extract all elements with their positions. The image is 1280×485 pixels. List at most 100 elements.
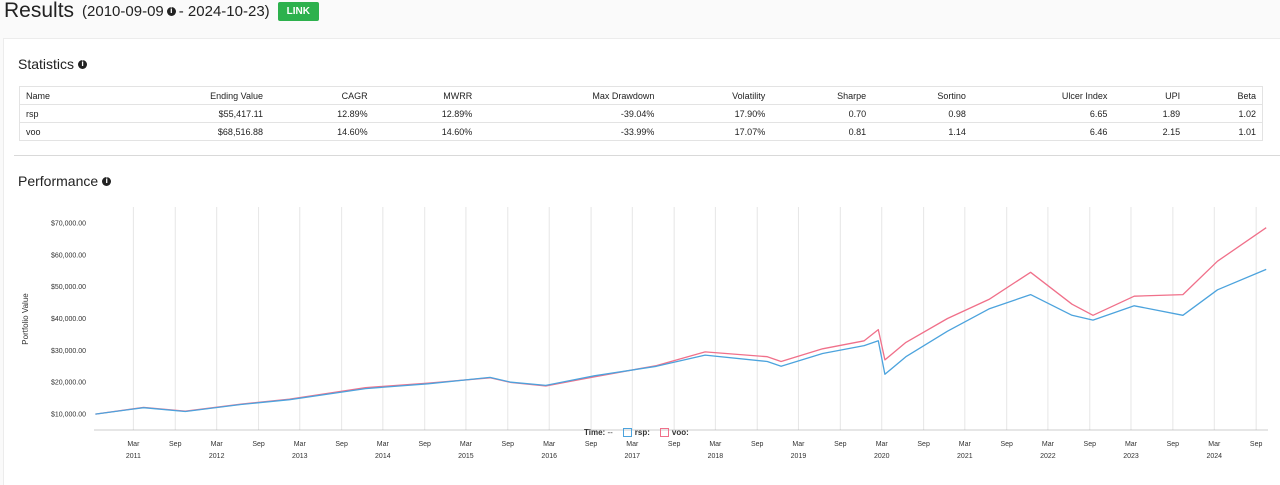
rsp-swatch [622,428,632,438]
table-cell: $68,516.88 [109,122,269,141]
table-cell: -39.04% [478,104,661,123]
legend-rsp[interactable]: rsp: [622,428,650,438]
x-tick-label: Sep [335,441,348,448]
table-cell: 1.14 [872,122,972,141]
column-header[interactable]: Ending Value [109,86,269,105]
x-tick-label: Mar [211,441,224,448]
x-tick-label: Sep [418,441,431,448]
table-cell: $55,417.11 [109,104,269,123]
column-header[interactable]: Ulcer Index [971,86,1114,105]
x-year-label: 2014 [375,453,391,460]
performance-title: Performance [18,173,99,189]
statistics-info-icon[interactable]: i [78,59,88,69]
x-tick-label: Sep [1000,441,1013,448]
link-button[interactable]: LINK [277,1,319,21]
table-cell: 0.98 [872,104,972,123]
table-cell: 14.60% [268,122,374,141]
y-tick-label: $60,000.00 [51,252,86,259]
x-tick-label: Mar [127,441,140,448]
column-header[interactable]: Beta [1186,86,1263,105]
x-tick-label: Sep [834,441,847,448]
table-cell: 1.02 [1186,104,1263,123]
y-tick-label: $30,000.00 [51,348,86,355]
x-tick-label: Sep [252,441,265,448]
table-cell: 17.90% [660,104,772,123]
table-cell: 1.01 [1186,122,1263,141]
table-cell: 17.07% [660,122,772,141]
x-year-label: 2011 [126,453,141,460]
table-cell: 6.46 [971,122,1114,141]
page-title: Results [4,0,75,22]
table-cell: 0.70 [771,104,873,123]
legend-voo[interactable]: voo: [659,428,689,438]
table-cell: voo [19,122,110,141]
table-cell: 14.60% [373,122,479,141]
voo-series-line [95,227,1267,415]
x-tick-label: Mar [1208,441,1221,448]
x-tick-label: Mar [959,441,972,448]
column-header[interactable]: Max Drawdown [478,86,661,105]
table-row: voo $68,516.88 14.60% 14.60% -33.99% 17.07% 0.… [19,122,1263,141]
section-divider [14,155,1280,156]
x-year-label: 2020 [874,453,890,460]
x-tick-label: Mar [377,441,390,448]
x-year-label: 2021 [957,453,973,460]
table-cell: 12.89% [373,104,479,123]
table-row: rsp $55,417.11 12.89% 12.89% -39.04% 17.90% 0.… [19,104,1263,123]
date-range: (2010-09-09 i - 2024-10-23) [82,3,270,20]
x-tick-label: Sep [585,441,598,448]
y-axis-label: Portfolio Value [21,293,30,345]
table-header-row: Name Ending Value CAGR MWRR Max Drawdown Vola… [19,86,1263,105]
x-year-label: 2019 [791,453,807,460]
x-tick-label: Mar [792,441,805,448]
results-card: Statistics i Name Ending Value CAGR MWRR Max… [3,38,1280,485]
x-tick-label: Sep [502,441,515,448]
column-header[interactable]: MWRR [373,86,479,105]
y-tick-label: $20,000.00 [51,380,86,387]
statistics-title: Statistics [18,56,75,72]
table-cell: 0.81 [771,122,873,141]
x-tick-label: Mar [460,441,473,448]
voo-swatch [659,428,669,438]
performance-heading: Performance i [18,173,112,189]
table-cell: 6.65 [971,104,1114,123]
performance-info-icon[interactable]: i [102,176,112,186]
x-year-label: 2017 [625,453,641,460]
x-tick-label: Sep [917,441,930,448]
column-header[interactable]: UPI [1113,86,1187,105]
chart-legend: Time: -- rsp: voo: [584,428,689,438]
x-tick-label: Sep [169,441,182,448]
table-cell: -33.99% [478,122,661,141]
x-tick-label: Sep [751,441,764,448]
x-tick-label: Mar [876,441,889,448]
column-header[interactable]: Volatility [660,86,772,105]
y-tick-label: $10,000.00 [51,412,86,419]
legend-time: Time: -- [584,428,613,438]
statistics-table: Name Ending Value CAGR MWRR Max Drawdown Vola… [19,86,1263,141]
results-header: Results (2010-09-09 i - 2024-10-23) LINK [4,0,319,22]
y-tick-label: $70,000.00 [51,220,86,227]
date-end: - 2024-10-23) [178,2,270,20]
x-tick-label: Mar [709,441,722,448]
y-tick-label: $50,000.00 [51,284,86,291]
x-year-label: 2012 [209,453,225,460]
column-header[interactable]: Name [19,86,110,105]
x-tick-label: Sep [1084,441,1097,448]
column-header[interactable]: Sharpe [771,86,873,105]
x-tick-label: Mar [1042,441,1055,448]
table-cell: 1.89 [1113,104,1187,123]
x-tick-label: Mar [294,441,307,448]
x-tick-label: Mar [543,441,556,448]
statistics-heading: Statistics i [18,56,88,72]
x-year-label: 2018 [708,453,724,460]
table-cell: rsp [19,104,110,123]
x-tick-label: Sep [1250,441,1263,448]
rsp-series-line [95,268,1267,415]
y-tick-label: $40,000.00 [51,316,86,323]
x-year-label: 2016 [541,453,557,460]
column-header[interactable]: Sortino [872,86,972,105]
info-icon[interactable]: i [166,6,176,16]
column-header[interactable]: CAGR [268,86,374,105]
x-year-label: 2023 [1123,453,1139,460]
